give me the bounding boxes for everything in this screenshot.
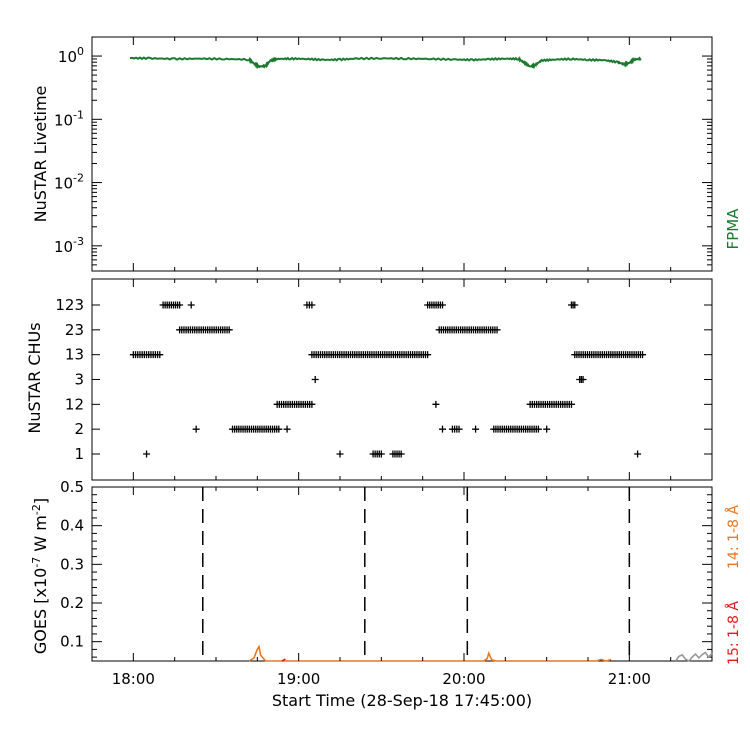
- chu-point: [579, 376, 587, 383]
- y-tick-label: 10-2: [54, 172, 84, 193]
- panel-livetime: 100 10-1 10-2 10-3 NuSTAR Livetime FPMA: [31, 36, 742, 272]
- y-tick-label: 12: [65, 395, 84, 413]
- y-tick-label: 13: [65, 346, 84, 364]
- panel-chus-frame: [91, 278, 713, 481]
- goes-x-ticks: [91, 487, 713, 661]
- y-tick-label: 2: [74, 420, 84, 438]
- chus-points: [129, 301, 647, 458]
- chu-point: [156, 351, 164, 359]
- goes14-legend-label: 14: 1-8 Å: [725, 505, 742, 569]
- y-tick-label: 0.4: [60, 517, 84, 535]
- panel-goes-frame: [91, 486, 713, 662]
- livetime-x-ticks: [91, 37, 713, 271]
- x-tick-label: 19:00: [277, 670, 320, 688]
- chus-y-label: NuSTAR CHUs: [25, 322, 44, 433]
- x-tick-label: 21:00: [608, 670, 651, 688]
- y-tick-label: 10-3: [54, 235, 84, 256]
- y-tick-label: 0.3: [60, 555, 84, 573]
- goes15-legend-label: 15: 1-8 Å: [725, 601, 742, 665]
- x-tick-label: 20:00: [442, 670, 485, 688]
- chu-point: [424, 351, 432, 359]
- goes-y-label: GOES [x10-7 W m-2]: [30, 498, 50, 654]
- chu-point: [377, 450, 385, 458]
- livetime-y-ticks: 100 10-1 10-2 10-3: [54, 36, 712, 272]
- y-tick-label: 3: [74, 371, 84, 389]
- goes-y-ticks: 0.1 0.2 0.3 0.4 0.5: [60, 478, 712, 658]
- panel-livetime-frame: [91, 36, 713, 272]
- chu-point: [192, 425, 200, 433]
- chu-point: [571, 301, 579, 309]
- y-tick-label: 123: [55, 296, 84, 314]
- chus-x-ticks: [91, 279, 713, 480]
- goes-series: [248, 644, 713, 663]
- chu-point: [634, 450, 642, 458]
- chu-point: [472, 425, 480, 433]
- chu-point: [336, 450, 344, 458]
- y-tick-label: 23: [65, 321, 84, 339]
- chu-point: [187, 301, 195, 309]
- goes-series-line: [281, 658, 286, 662]
- chu-point: [455, 425, 463, 433]
- chu-point: [432, 400, 440, 408]
- y-tick-label: 0.5: [60, 478, 84, 496]
- x-tick-labels: 18:00 19:00 20:00 21:00: [112, 670, 651, 688]
- chu-point: [275, 425, 283, 433]
- fpma-legend-label: FPMA: [724, 208, 742, 250]
- chu-point: [439, 425, 447, 433]
- livetime-y-label: NuSTAR Livetime: [31, 86, 50, 223]
- chu-point: [439, 301, 447, 309]
- y-tick-label: 10-1: [54, 108, 84, 129]
- chu-point: [308, 301, 316, 309]
- chu-point: [283, 425, 291, 433]
- chu-point: [225, 326, 233, 334]
- chu-point: [311, 376, 319, 383]
- chu-point: [176, 301, 184, 309]
- chu-point: [567, 400, 575, 408]
- panel-goes: 0.1 0.2 0.3 0.4 0.5 GOES [x10-7 W m-2] 14: 1…: [30, 478, 742, 665]
- y-tick-label: 100: [58, 45, 84, 66]
- x-axis-label: Start Time (28-Sep-18 17:45:00): [272, 691, 532, 710]
- chu-point: [143, 450, 151, 458]
- y-tick-label: 0.2: [60, 594, 84, 612]
- chu-point: [534, 425, 542, 433]
- chu-point: [493, 326, 501, 334]
- y-tick-label: 1: [74, 445, 84, 463]
- chu-point: [639, 351, 647, 359]
- goes-series-line: [248, 644, 612, 662]
- chu-point: [543, 425, 551, 433]
- x-tick-label: 18:00: [112, 670, 155, 688]
- goes-series-line: [674, 651, 713, 663]
- y-tick-label: 0.1: [60, 633, 84, 651]
- goes-dashed-lines: [202, 487, 631, 661]
- chu-point: [397, 450, 405, 458]
- fpma-livetime-line: [129, 55, 642, 69]
- chu-point: [308, 400, 316, 408]
